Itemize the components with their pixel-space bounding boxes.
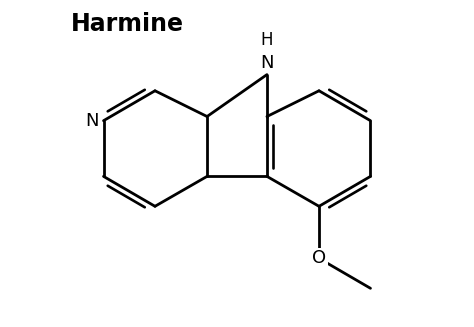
Text: N: N [260, 54, 273, 72]
Text: N: N [85, 112, 99, 130]
Text: Harmine: Harmine [71, 12, 184, 36]
Text: O: O [312, 250, 326, 267]
Text: H: H [261, 31, 273, 49]
